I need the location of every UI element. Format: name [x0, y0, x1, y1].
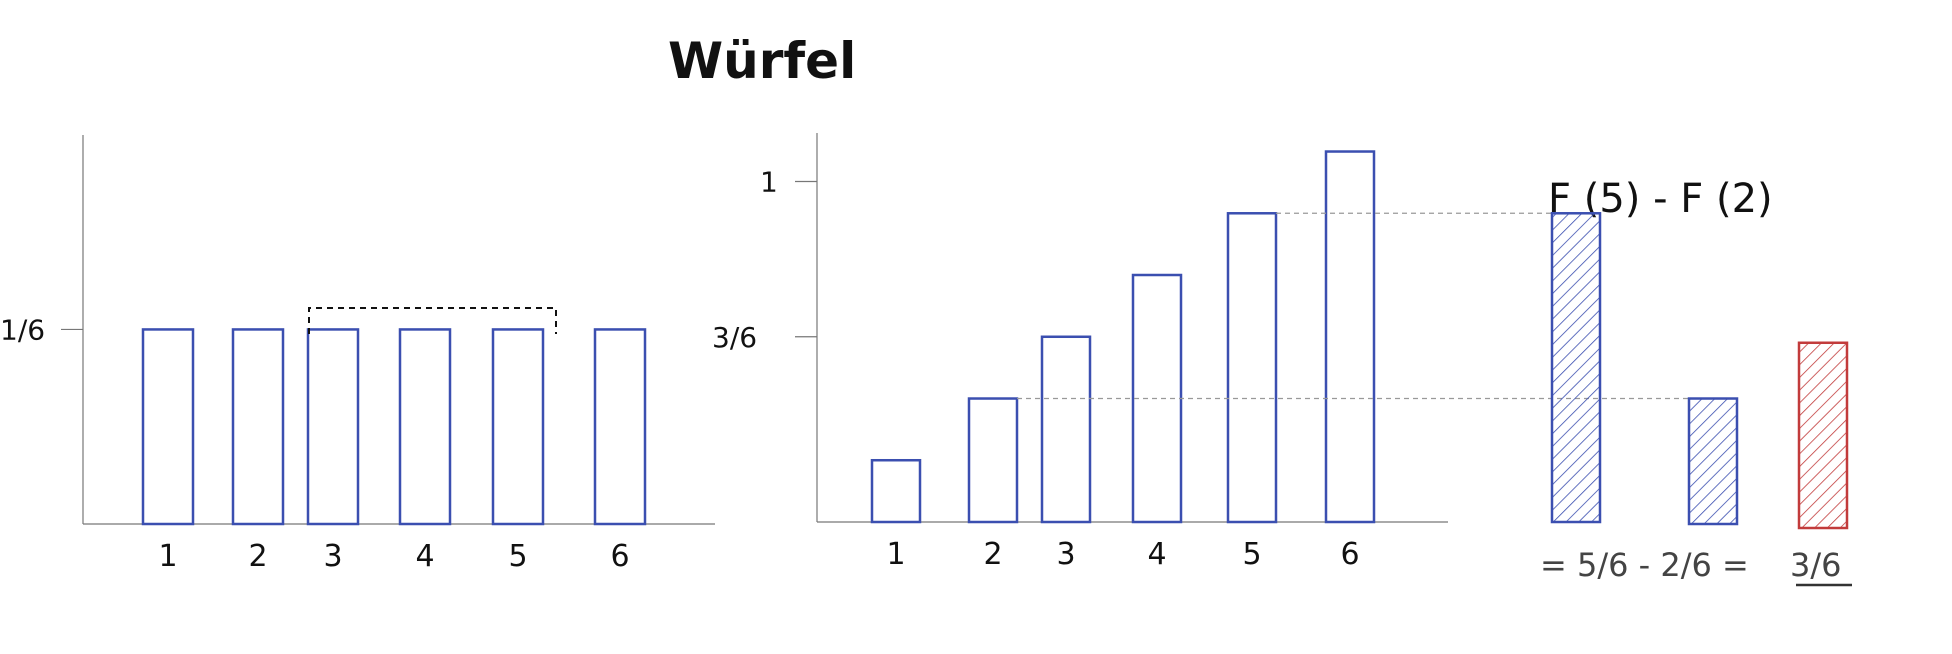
difference-bar [1797, 341, 1849, 530]
cdf-x-tick-label: 1 [886, 537, 905, 572]
pmf-x-tick-label: 1 [158, 539, 177, 574]
pmf-bar [398, 328, 452, 526]
pmf-x-tick-label: 6 [610, 539, 629, 574]
pmf-bar [231, 328, 285, 526]
pmf-bar [491, 328, 545, 526]
pmf-x-tick-label: 3 [323, 539, 342, 574]
pmf-bar [306, 328, 360, 526]
cdf-bar [870, 458, 922, 524]
cdf-x-tick-label: 5 [1242, 537, 1261, 572]
pmf-y-tick-label: 1/6 [0, 313, 45, 346]
pmf-bar [141, 328, 195, 526]
pmf-range-bracket [308, 307, 557, 334]
cdf-chart: 1 3/6 1 2 3 4 5 6 [712, 133, 1720, 572]
pmf-chart: 1/6 1 2 3 4 5 6 [0, 135, 715, 574]
pmf-x-tick-label: 5 [508, 539, 527, 574]
pmf-bar [593, 328, 647, 526]
pmf-x-tick-label: 2 [248, 539, 267, 574]
cdf-x-tick-label: 2 [983, 537, 1002, 572]
cdf-y-tick-label: 1 [760, 166, 778, 199]
cdf-bar [1226, 212, 1278, 524]
cdf-x-tick-label: 3 [1056, 537, 1075, 572]
chart-title: Würfel [668, 32, 856, 90]
pmf-x-tick-label: 4 [415, 539, 434, 574]
difference-result: 3/6 [1790, 546, 1842, 584]
cdf-bar [1324, 150, 1376, 524]
cdf-x-tick-label: 6 [1340, 537, 1359, 572]
cdf-bar [1040, 335, 1092, 524]
f2-bar [1687, 397, 1739, 526]
cdf-bar [967, 397, 1019, 524]
difference-chart: F (5) - F (2) = 5/6 - 2/6 = 3/6 [1540, 176, 1852, 587]
cdf-y-tick-label: 3/6 [712, 321, 757, 354]
difference-equation: = 5/6 - 2/6 = [1540, 546, 1749, 584]
f5-bar [1550, 212, 1602, 524]
cdf-x-tick-label: 4 [1147, 537, 1166, 572]
